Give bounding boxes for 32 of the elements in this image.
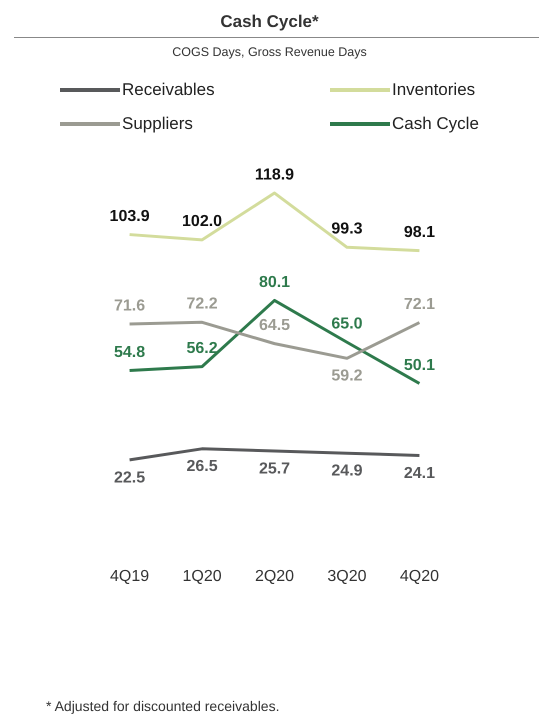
data-label: 102.0 — [182, 213, 222, 230]
data-label: 118.9 — [254, 166, 294, 184]
chart-title: Cash Cycle* — [219, 12, 320, 32]
data-label: 24.9 — [331, 462, 363, 480]
data-label: 26.5 — [186, 458, 218, 476]
data-label: 22.5 — [114, 469, 146, 486]
data-label: 72.1 — [404, 296, 436, 313]
data-label: 24.1 — [404, 464, 436, 482]
data-label: 65.0 — [331, 316, 363, 333]
data-label: 59.2 — [331, 368, 363, 385]
x-tick-label: 4Q20 — [400, 568, 440, 585]
data-label: 80.1 — [258, 274, 290, 291]
data-label: 54.8 — [114, 344, 146, 361]
x-tick-label: 3Q20 — [327, 568, 367, 585]
data-label: 71.6 — [114, 297, 146, 314]
data-label: 103.9 — [110, 208, 150, 225]
data-label: 64.5 — [258, 317, 290, 334]
x-tick-label: 2Q20 — [254, 568, 294, 585]
data-label: 25.7 — [258, 460, 290, 478]
text: * Adjusted for discounted receivables. — [46, 698, 280, 714]
data-label: 50.1 — [404, 356, 436, 374]
legend-label: Inventories — [391, 80, 476, 100]
data-label: 99.3 — [331, 220, 363, 238]
legend-label: Suppliers — [121, 114, 194, 134]
x-tick-label: 1Q20 — [182, 568, 222, 585]
x-tick-label: 4Q19 — [110, 568, 150, 585]
chart-subtitle: COGS Days, Gross Revenue Days — [171, 45, 368, 59]
legend-label: Receivables — [121, 80, 216, 100]
data-label: 98.1 — [404, 224, 436, 242]
legend-label: Cash Cycle — [391, 114, 480, 134]
data-label: 56.2 — [186, 340, 218, 358]
data-label: 72.2 — [186, 296, 218, 313]
